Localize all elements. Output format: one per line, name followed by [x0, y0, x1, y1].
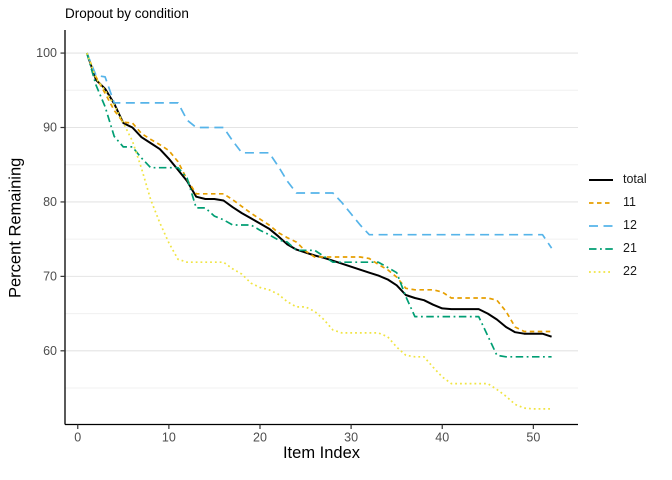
- legend-key-21-icon: [589, 247, 613, 250]
- x-tick-label: 50: [526, 431, 540, 445]
- x-tick-label: 40: [435, 431, 449, 445]
- legend-key-11-icon: [589, 201, 613, 204]
- legend-label-11: 11: [623, 195, 636, 210]
- y-tick-label: 70: [43, 269, 57, 283]
- y-tick-label: 80: [43, 195, 57, 209]
- legend-item-21: 21: [588, 237, 647, 260]
- y-tick-label: 100: [36, 46, 57, 60]
- y-tick-label: 60: [43, 344, 57, 358]
- legend-key-total-icon: [589, 178, 613, 181]
- legend-label-22: 22: [623, 264, 637, 279]
- y-tick-label: 90: [43, 121, 57, 135]
- series-line-21: [86, 52, 552, 358]
- x-tick-label: 0: [74, 431, 81, 445]
- series-line-22: [86, 52, 552, 410]
- legend-label-total: total: [623, 172, 647, 187]
- legend-key-22-icon: [589, 270, 613, 273]
- legend-item-11: 11: [588, 191, 647, 214]
- series-line-12: [86, 52, 553, 249]
- legend-label-12: 12: [623, 218, 637, 233]
- legend: total 11 12 21 22: [588, 168, 647, 283]
- legend-item-total: total: [588, 168, 647, 191]
- series-line-total: [85, 52, 552, 338]
- legend-label-21: 21: [623, 241, 637, 256]
- legend-item-12: 12: [588, 214, 647, 237]
- x-axis-label: Item Index: [282, 444, 361, 462]
- x-tick-label: 10: [162, 431, 176, 445]
- legend-item-22: 22: [588, 260, 647, 283]
- series-line-11: [86, 52, 552, 333]
- chart-title: Dropout by condition: [65, 6, 189, 21]
- x-tick-label: 20: [253, 431, 267, 445]
- x-tick-label: 30: [344, 431, 358, 445]
- legend-key-12-icon: [589, 224, 613, 227]
